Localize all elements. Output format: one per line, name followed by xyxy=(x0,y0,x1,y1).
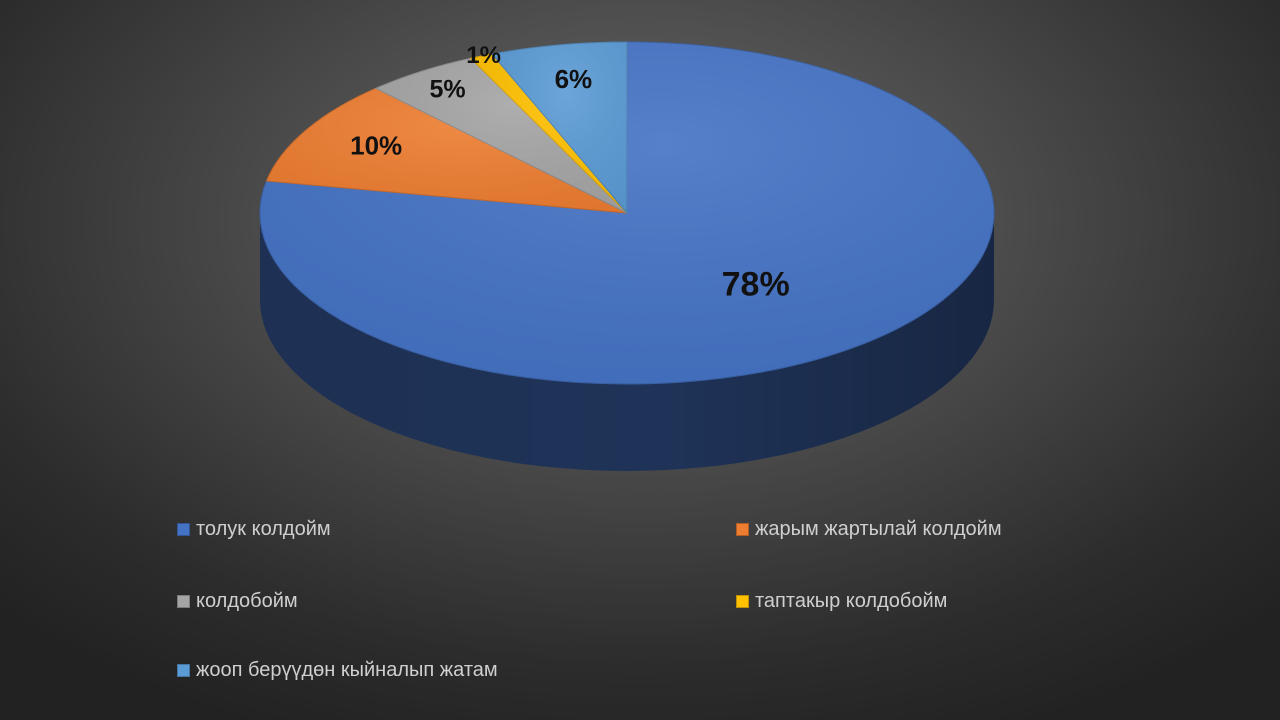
pie-slice-highlight xyxy=(470,54,627,213)
pie-tops xyxy=(259,41,995,385)
pie-data-label: 10% xyxy=(350,131,402,161)
pie-slice-highlight xyxy=(491,42,627,213)
pie-sides xyxy=(260,213,994,471)
pie-slice-highlight xyxy=(266,88,627,213)
pie-data-label: 78% xyxy=(722,265,790,303)
pie-data-label: 6% xyxy=(555,64,593,94)
pie-labels: 78% 10% 5%1% 6% xyxy=(350,42,790,304)
pie-slice-side-shading xyxy=(260,213,994,471)
pie-data-label: 1% xyxy=(466,42,501,69)
pie-slice-highlight xyxy=(375,58,627,214)
pie-data-label: 5% xyxy=(430,75,466,103)
